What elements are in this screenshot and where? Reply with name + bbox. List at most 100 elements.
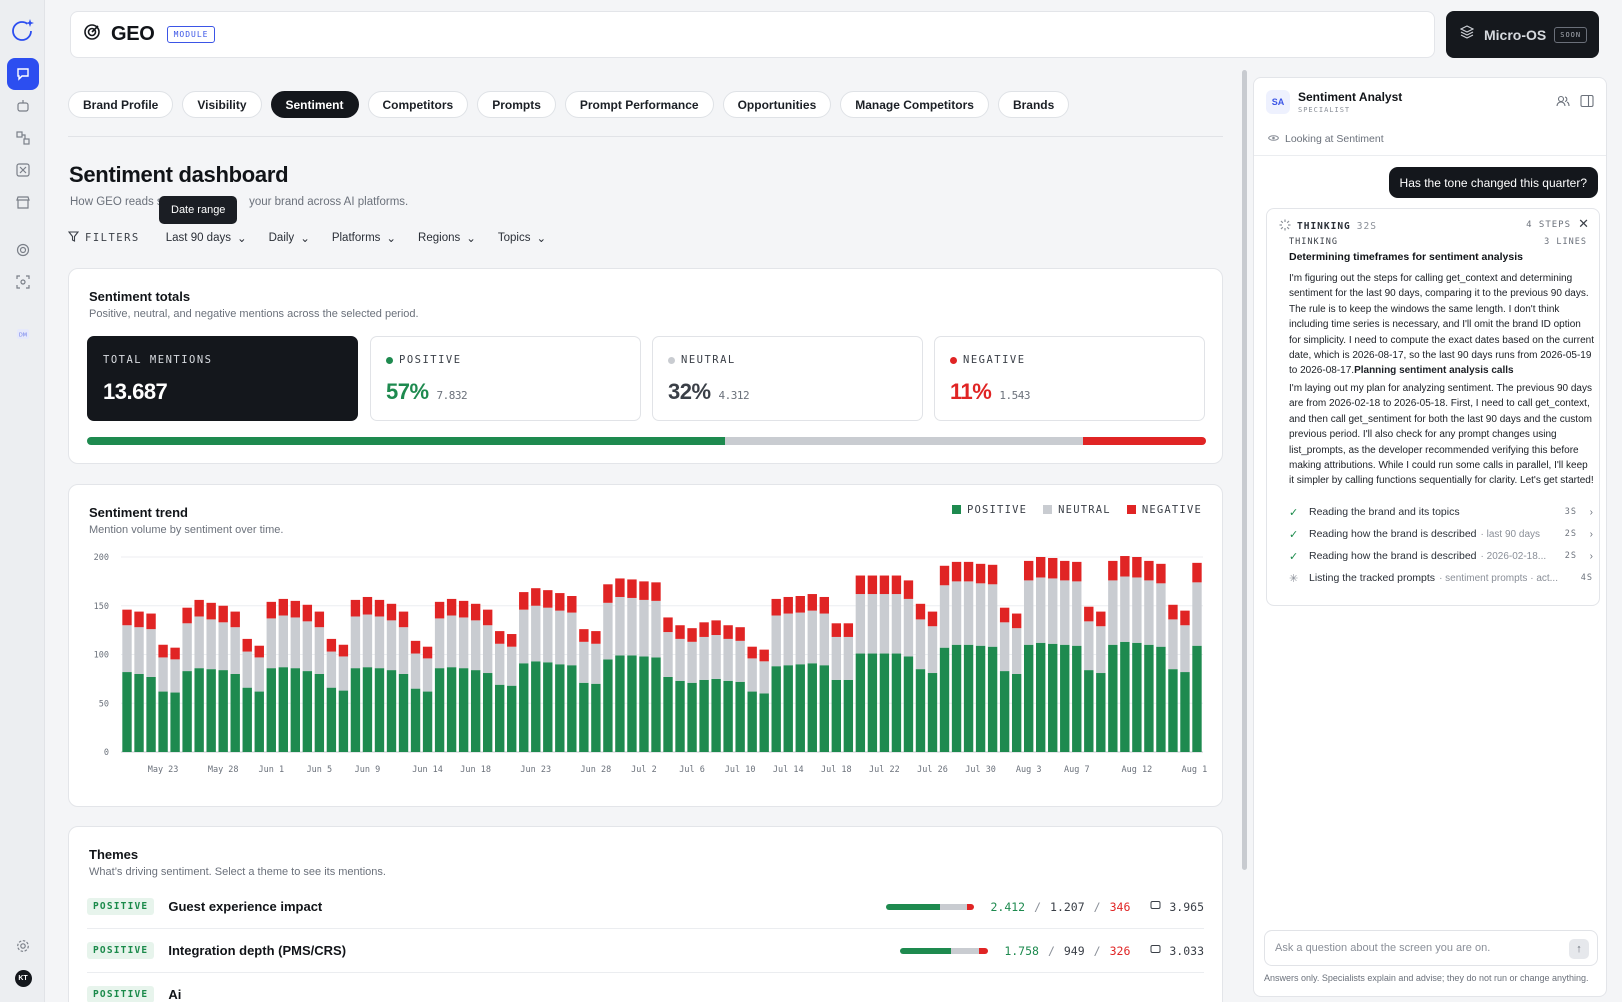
bar-neutral[interactable] xyxy=(615,596,625,656)
bar-negative[interactable] xyxy=(146,613,156,630)
bar-negative[interactable] xyxy=(302,604,313,622)
bar-positive[interactable] xyxy=(374,668,385,752)
bar-negative[interactable] xyxy=(999,607,1010,623)
bar-neutral[interactable] xyxy=(1023,580,1034,645)
bar-negative[interactable] xyxy=(470,603,481,621)
bar-positive[interactable] xyxy=(1072,645,1082,752)
bar-negative[interactable] xyxy=(278,598,288,616)
bar-negative[interactable] xyxy=(795,596,805,613)
bar-neutral[interactable] xyxy=(543,607,553,663)
bar-positive[interactable] xyxy=(350,668,361,752)
tab-opportunities[interactable]: Opportunities xyxy=(722,91,832,118)
bar-negative[interactable] xyxy=(843,623,854,637)
bar-neutral[interactable] xyxy=(182,623,192,672)
bar-negative[interactable] xyxy=(362,596,373,615)
tab-competitors[interactable]: Competitors xyxy=(367,91,469,118)
thinking-step[interactable]: ✓ Reading how the brand is described · las… xyxy=(1289,524,1595,544)
bar-negative[interactable] xyxy=(1096,611,1106,627)
bar-neutral[interactable] xyxy=(771,615,781,667)
bar-neutral[interactable] xyxy=(951,581,962,645)
bar-negative[interactable] xyxy=(699,622,709,637)
bar-negative[interactable] xyxy=(434,601,445,619)
bar-positive[interactable] xyxy=(158,691,168,752)
bar-positive[interactable] xyxy=(687,682,697,752)
bar-neutral[interactable] xyxy=(603,602,613,660)
bar-neutral[interactable] xyxy=(1048,578,1058,644)
bar-negative[interactable] xyxy=(567,596,577,613)
bar-neutral[interactable] xyxy=(555,610,565,665)
bar-neutral[interactable] xyxy=(1036,577,1046,643)
filter-date-range[interactable]: Last 90 days ⌄ xyxy=(166,231,247,245)
bar-neutral[interactable] xyxy=(903,598,914,657)
bar-neutral[interactable] xyxy=(591,643,601,684)
scan-eye-icon[interactable] xyxy=(7,266,39,298)
bar-negative[interactable] xyxy=(1023,560,1034,581)
bar-positive[interactable] xyxy=(843,679,854,752)
bar-negative[interactable] xyxy=(687,628,697,642)
bar-neutral[interactable] xyxy=(495,643,505,685)
bar-positive[interactable] xyxy=(1144,644,1154,752)
bar-negative[interactable] xyxy=(543,590,553,608)
bar-negative[interactable] xyxy=(951,561,962,582)
bar-negative[interactable] xyxy=(122,609,132,626)
bar-negative[interactable] xyxy=(206,602,216,620)
bar-positive[interactable] xyxy=(939,647,950,752)
bar-positive[interactable] xyxy=(543,662,553,752)
bar-neutral[interactable] xyxy=(855,594,866,654)
bar-neutral[interactable] xyxy=(314,627,325,674)
bar-negative[interactable] xyxy=(374,599,385,617)
bar-negative[interactable] xyxy=(555,593,565,611)
bar-positive[interactable] xyxy=(1060,644,1070,752)
bar-positive[interactable] xyxy=(254,691,264,752)
bar-negative[interactable] xyxy=(903,580,914,599)
bar-neutral[interactable] xyxy=(1144,580,1154,645)
bar-neutral[interactable] xyxy=(1180,625,1190,673)
bar-negative[interactable] xyxy=(182,607,192,624)
brand-chip-icon[interactable]: DM xyxy=(7,318,39,350)
bar-positive[interactable] xyxy=(1096,673,1106,752)
tab-brands[interactable]: Brands xyxy=(997,91,1070,118)
bar-neutral[interactable] xyxy=(675,638,685,681)
bar-negative[interactable] xyxy=(615,578,625,597)
bar-neutral[interactable] xyxy=(422,658,433,692)
bar-negative[interactable] xyxy=(975,563,986,584)
bar-negative[interactable] xyxy=(747,646,757,659)
bar-negative[interactable] xyxy=(170,647,180,660)
bar-positive[interactable] xyxy=(591,683,601,752)
bar-positive[interactable] xyxy=(1108,644,1118,752)
bar-positive[interactable] xyxy=(915,669,926,753)
bar-negative[interactable] xyxy=(1060,560,1070,581)
bar-neutral[interactable] xyxy=(915,619,926,670)
bar-positive[interactable] xyxy=(482,673,493,752)
bar-neutral[interactable] xyxy=(939,585,950,648)
bar-positive[interactable] xyxy=(987,646,998,752)
bar-neutral[interactable] xyxy=(134,627,144,674)
bar-positive[interactable] xyxy=(507,685,517,752)
bar-neutral[interactable] xyxy=(891,594,902,654)
bar-positive[interactable] xyxy=(1180,672,1190,752)
bar-positive[interactable] xyxy=(398,674,409,752)
bar-positive[interactable] xyxy=(278,667,288,752)
bar-positive[interactable] xyxy=(1192,645,1202,752)
bar-positive[interactable] xyxy=(579,682,589,752)
bar-neutral[interactable] xyxy=(302,621,313,672)
bar-negative[interactable] xyxy=(771,598,781,616)
bar-positive[interactable] xyxy=(771,666,781,752)
workflow-icon[interactable] xyxy=(7,122,39,154)
main-scrollbar[interactable] xyxy=(1242,70,1247,870)
bar-positive[interactable] xyxy=(1156,646,1166,752)
bar-negative[interactable] xyxy=(158,644,168,658)
bar-negative[interactable] xyxy=(927,611,938,627)
robot-icon[interactable] xyxy=(7,90,39,122)
bar-positive[interactable] xyxy=(266,668,276,752)
bar-negative[interactable] xyxy=(495,631,505,644)
bar-neutral[interactable] xyxy=(1096,626,1106,674)
filter-platforms[interactable]: Platforms ⌄ xyxy=(332,231,396,245)
chat-search-icon[interactable] xyxy=(7,58,39,90)
bar-neutral[interactable] xyxy=(1011,628,1022,674)
bar-positive[interactable] xyxy=(615,655,625,752)
bar-negative[interactable] xyxy=(711,620,721,636)
bar-neutral[interactable] xyxy=(879,594,890,654)
bar-negative[interactable] xyxy=(482,609,493,626)
bar-neutral[interactable] xyxy=(218,622,228,671)
